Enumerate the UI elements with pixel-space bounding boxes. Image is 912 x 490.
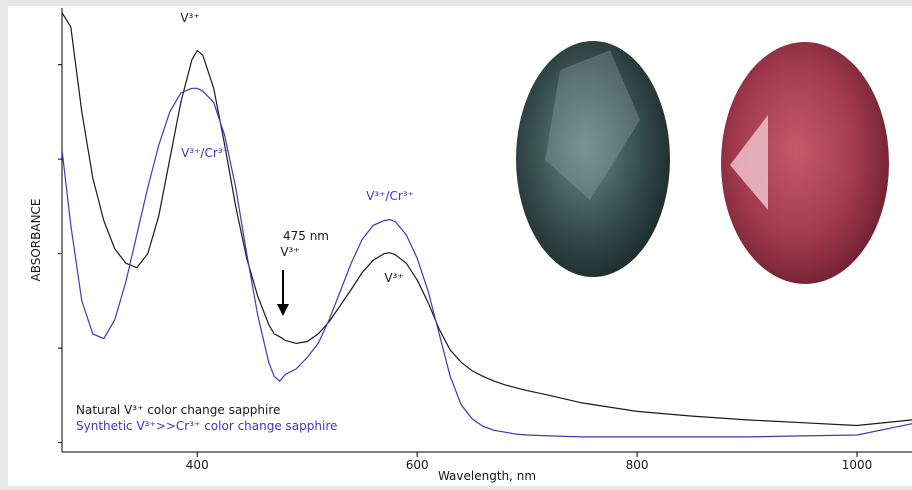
x-tick-label: 600	[406, 458, 429, 472]
legend-entry: Natural V³⁺ color change sapphire	[76, 403, 280, 417]
page: ABSORBANCE Wavelength, nm 400 600 800 1000 N…	[0, 0, 912, 490]
x-tick-label: 400	[186, 458, 209, 472]
annotation: V³⁺/Cr³⁺	[366, 189, 414, 203]
annotation: 475 nm	[283, 229, 329, 243]
annotation: V³⁺	[180, 11, 199, 25]
annotation: V³⁺/Cr³⁺	[181, 146, 229, 160]
x-tick-label: 800	[626, 458, 649, 472]
legend-entry: Synthetic V³⁺>>Cr³⁺ color change sapphir…	[76, 419, 337, 433]
annotation: V³⁺	[384, 271, 403, 285]
y-axis-label: ABSORBANCE	[29, 198, 43, 281]
annotation: V³⁺	[280, 245, 299, 259]
chart: ABSORBANCE Wavelength, nm 400 600 800 1000 N…	[0, 0, 912, 490]
x-axis-label: Wavelength, nm	[438, 469, 536, 483]
x-tick-label: 1000	[842, 458, 873, 472]
